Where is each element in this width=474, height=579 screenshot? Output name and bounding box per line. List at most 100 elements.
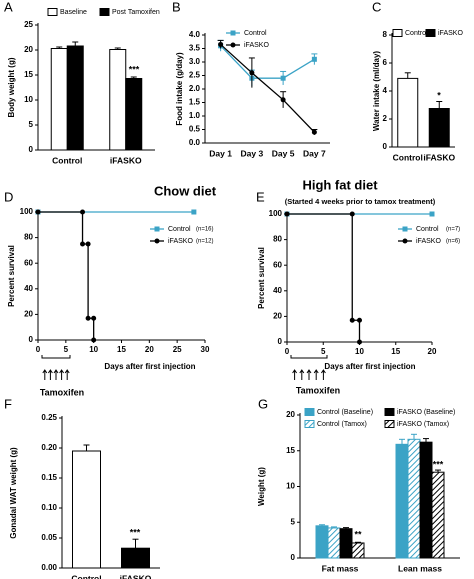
series-line <box>220 43 315 133</box>
y-tick-label: 5 <box>29 120 34 129</box>
x-tick-label: 30 <box>201 345 210 354</box>
y-tick-label: 60 <box>273 260 282 269</box>
panel-letter: G <box>258 396 268 411</box>
marker <box>80 241 86 247</box>
legend-swatch <box>99 8 110 16</box>
panel-letter: E <box>256 189 265 204</box>
panel-letter: C <box>372 0 381 14</box>
y-tick-label: 0.20 <box>41 443 57 452</box>
y-tick-label: 0 <box>291 553 296 562</box>
y-tick-label: 0 <box>29 145 34 154</box>
legend-swatch <box>425 29 436 37</box>
marker <box>85 315 91 321</box>
y-tick-label: 8 <box>383 30 388 39</box>
chart-title: Chow diet <box>154 183 217 198</box>
bar <box>397 77 419 148</box>
y-tick-label: 4.0 <box>189 30 201 39</box>
legend-label: Post Tamoxifen <box>112 9 160 16</box>
y-tick-label: 25 <box>24 20 33 29</box>
marker <box>402 238 408 244</box>
y-tick-label: 0.0 <box>189 138 201 147</box>
legend-swatch <box>304 420 315 428</box>
injection-arrow <box>53 369 59 380</box>
panel-letter: A <box>4 0 13 14</box>
bar <box>72 450 101 569</box>
bar <box>407 438 421 559</box>
injection-arrow <box>42 369 48 380</box>
marker <box>280 97 286 103</box>
legend-label: Control <box>405 30 428 37</box>
y-tick-label: 100 <box>20 207 34 216</box>
y-tick-label: 100 <box>269 209 283 218</box>
marker <box>311 56 317 62</box>
annotation: *** <box>130 527 141 537</box>
marker <box>311 129 317 135</box>
legend-label: Control (Tamox) <box>317 421 367 428</box>
y-tick-label: 1.5 <box>189 98 201 107</box>
y-axis-label: Water intake (ml/day) <box>372 51 381 132</box>
marker <box>154 226 160 232</box>
y-tick-label: 80 <box>273 235 282 244</box>
injection-arrow <box>299 369 305 380</box>
panel-letter: F <box>4 396 12 411</box>
series-line <box>220 45 315 79</box>
marker <box>230 30 236 36</box>
annotation: *** <box>129 64 140 74</box>
x-tick-label: 15 <box>117 345 126 354</box>
bar <box>419 441 433 559</box>
injection-arrow <box>47 369 53 380</box>
marker <box>402 226 408 232</box>
y-tick-label: 6 <box>383 58 388 67</box>
legend-note: (n=12) <box>196 239 214 245</box>
y-tick-label: 40 <box>273 286 282 295</box>
legend-note: (n=16) <box>196 227 214 233</box>
x-tick-label: iFASKO <box>120 573 152 579</box>
y-tick-label: 20 <box>24 310 33 319</box>
bar <box>109 49 127 151</box>
x-tick-label: Day 1 <box>209 148 232 158</box>
marker <box>35 209 41 215</box>
x-tick-label: Day 5 <box>272 148 295 158</box>
injection-bracket <box>41 355 71 359</box>
legend-label: iFASKO <box>438 30 463 37</box>
annotation: * <box>437 90 441 100</box>
marker <box>218 41 224 47</box>
legend-label: iFASKO <box>244 42 269 49</box>
injection-arrow <box>306 369 312 380</box>
series-line <box>38 211 95 340</box>
x-tick-label: iFASKO <box>110 155 142 165</box>
x-tick-label: 10 <box>89 345 98 354</box>
injection-arrow <box>292 369 298 380</box>
legend-label: Control (Baseline) <box>317 409 373 416</box>
x-tick-label: 20 <box>428 347 437 356</box>
y-tick-label: 4 <box>383 86 388 95</box>
x-tick-label: Lean mass <box>398 563 442 573</box>
y-tick-label: 0.00 <box>41 563 57 572</box>
y-tick-label: 60 <box>24 258 33 267</box>
x-tick-label: 15 <box>391 347 400 356</box>
y-tick-label: 15 <box>286 446 295 455</box>
x-axis-label: Days after first injection <box>104 362 195 371</box>
y-tick-label: 0 <box>383 142 388 151</box>
bar <box>50 48 68 151</box>
y-tick-label: 0.15 <box>41 473 57 482</box>
bar <box>327 527 341 559</box>
bar <box>339 528 353 559</box>
marker <box>349 317 355 323</box>
y-axis-label: Percent survival <box>7 245 16 307</box>
y-tick-label: 2 <box>383 114 388 123</box>
x-tick-label: Control <box>71 573 101 579</box>
legend-label: Control <box>244 30 267 37</box>
legend-label: Control <box>168 226 191 233</box>
legend-swatch <box>392 29 403 37</box>
legend-label: iFASKO <box>168 238 193 245</box>
x-axis-label: Days after first injection <box>324 362 415 371</box>
y-tick-label: 3.0 <box>189 57 201 66</box>
marker <box>191 209 197 215</box>
x-tick-label: iFASKO <box>423 152 455 162</box>
x-tick-label: 5 <box>64 345 69 354</box>
legend-note: (n=7) <box>446 227 460 233</box>
y-axis-label: Gonadal WAT weight (g) <box>9 447 18 539</box>
annotation: Tamoxifen <box>296 385 340 395</box>
x-tick-label: 5 <box>321 347 326 356</box>
